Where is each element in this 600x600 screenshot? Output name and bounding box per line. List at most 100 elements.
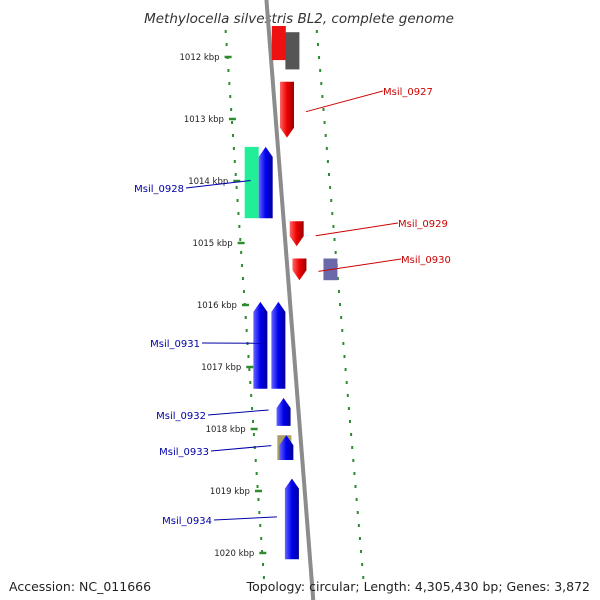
ring-dot xyxy=(333,238,336,241)
ring-dot xyxy=(340,316,343,319)
ring-dot xyxy=(224,30,227,33)
ring-dot xyxy=(234,173,237,176)
labels-layer: Msil_0927 Msil_0928 Msil_0929 Msil_0930 Msil… xyxy=(134,87,451,527)
kbp-label: 1020 kbp xyxy=(214,549,254,559)
ring-dot xyxy=(235,186,238,189)
feature-box xyxy=(285,32,300,70)
ring-dot xyxy=(248,368,251,371)
ring-dot xyxy=(336,277,339,280)
ring-dot xyxy=(239,238,242,241)
gene-arrow xyxy=(258,146,273,219)
ring-dot xyxy=(241,277,244,280)
ring-dot xyxy=(356,511,359,514)
ring-dot xyxy=(349,420,351,423)
ring-dot xyxy=(320,82,323,85)
kbp-label: 1018 kbp xyxy=(206,425,246,435)
ring-dot xyxy=(337,290,340,293)
feature-box xyxy=(271,26,286,61)
ring-dot xyxy=(334,251,337,254)
ring-dot xyxy=(257,498,260,501)
ring-dot xyxy=(240,251,243,254)
ring-dot xyxy=(329,186,332,189)
ring-dot xyxy=(262,563,265,566)
ring-dot xyxy=(355,498,358,501)
label-leader xyxy=(305,90,384,113)
ring-dot xyxy=(237,212,240,215)
ring-dot xyxy=(229,95,232,98)
ring-dot xyxy=(325,147,328,150)
ring-dot xyxy=(343,355,346,358)
ring-dot xyxy=(230,108,233,111)
kbp-label: 1016 kbp xyxy=(197,301,237,311)
label-leader xyxy=(315,222,399,237)
ring-dot xyxy=(227,69,230,72)
ring-dot xyxy=(322,108,325,111)
kbp-label: 1014 kbp xyxy=(188,177,228,187)
genes-layer xyxy=(244,26,338,560)
map-title: Methylocella silvestris BL2, complete ge… xyxy=(144,11,454,27)
gene-arrow xyxy=(276,398,291,426)
ring-dot xyxy=(362,576,365,579)
ring-dot xyxy=(321,95,324,98)
gene-arrow xyxy=(284,478,299,560)
gene-label: Msil_0928 xyxy=(134,184,184,195)
label-leader xyxy=(210,445,272,452)
ring-dot xyxy=(236,199,239,202)
gene-arrow xyxy=(279,81,294,138)
ring-dot xyxy=(228,82,231,85)
ring-dot xyxy=(262,576,265,579)
ring-dot xyxy=(357,524,360,527)
gene-arrow xyxy=(253,301,268,389)
feature-box xyxy=(244,146,259,219)
ring-dot xyxy=(225,43,228,46)
ring-dot xyxy=(259,524,262,527)
ring-dot xyxy=(241,264,244,267)
ring-dot xyxy=(347,407,350,410)
ring-dot xyxy=(316,43,319,46)
ring-dot xyxy=(250,394,253,397)
gene-label: Msil_0932 xyxy=(156,411,206,422)
ring-dot xyxy=(361,563,364,566)
ring-dot xyxy=(344,368,347,371)
ring-dot xyxy=(351,446,354,449)
ring-dot xyxy=(238,225,241,228)
label-leader xyxy=(207,409,269,416)
ring-dot xyxy=(332,225,335,228)
ring-dot xyxy=(328,173,331,176)
ring-dot xyxy=(350,433,353,436)
ring-dot xyxy=(352,459,355,462)
ring-dot xyxy=(342,342,345,345)
ring-dot xyxy=(232,147,235,150)
ring-dot xyxy=(256,485,259,488)
gene-arrow xyxy=(271,301,286,389)
gene-label: Msil_0934 xyxy=(162,516,212,527)
ring-dot xyxy=(341,329,344,332)
gene-arrow xyxy=(292,258,307,281)
ring-dot xyxy=(249,381,252,384)
ring-dot xyxy=(260,537,263,540)
ring-dot xyxy=(318,56,321,59)
gene-label: Msil_0927 xyxy=(383,87,433,98)
ticks-layer: 1012 kbp 1013 kbp 1014 kbp 1015 kbp 1016 kbp… xyxy=(180,30,365,579)
ring-dot xyxy=(353,472,356,475)
gene-arrow xyxy=(289,221,304,247)
ring-dot xyxy=(319,69,322,72)
ring-dot xyxy=(252,420,254,423)
ring-dot xyxy=(258,511,261,514)
kbp-label: 1019 kbp xyxy=(210,487,250,497)
ring-dot xyxy=(346,394,349,397)
ring-dot xyxy=(339,303,342,306)
ring-dot xyxy=(231,134,234,137)
kbp-label: 1017 kbp xyxy=(201,363,241,373)
ring-dot xyxy=(254,459,257,462)
ring-dot xyxy=(247,355,250,358)
label-leader xyxy=(213,516,277,521)
ring-dot xyxy=(242,290,245,293)
ring-dot xyxy=(324,134,327,137)
ring-dot xyxy=(245,329,248,332)
backbone-layer xyxy=(264,0,316,600)
ring-dot xyxy=(252,433,255,436)
ring-dot xyxy=(233,160,236,163)
ring-dot xyxy=(354,485,357,488)
